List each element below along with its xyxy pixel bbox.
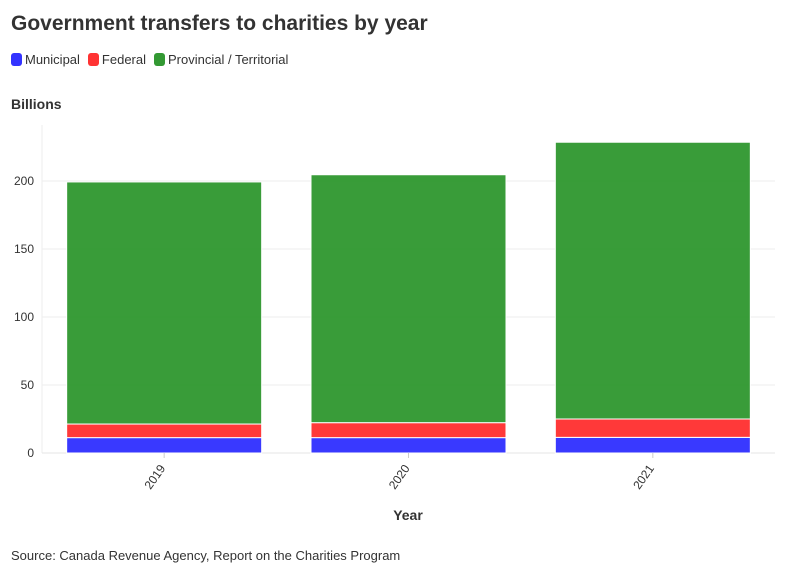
bar-federal-2019 (66, 423, 263, 439)
legend-label: Federal (101, 52, 146, 67)
legend-swatch (11, 53, 22, 66)
legend-label: Municipal (25, 52, 80, 67)
bar-municipal-2019 (66, 437, 263, 454)
y-tick-label: 150 (14, 242, 34, 256)
legend-label: Provincial / Territorial (168, 52, 289, 67)
legend-item[interactable]: Municipal (11, 52, 80, 67)
legend-swatch (87, 53, 99, 66)
y-tick-label: 50 (21, 378, 35, 392)
source-note: Source: Canada Revenue Agency, Report on… (11, 548, 401, 563)
y-tick-label: 200 (14, 174, 34, 188)
bar-provincial-territorial-2019 (66, 181, 263, 425)
bar-federal-2020 (310, 422, 507, 439)
x-tick-label: 2021 (630, 462, 657, 492)
bar-federal-2021 (554, 418, 751, 438)
legend-swatch (154, 53, 165, 66)
legend-item[interactable]: Federal (87, 52, 146, 67)
legend: Municipal Federal Provincial / Territorial (11, 52, 288, 67)
y-tick-label: 100 (14, 310, 34, 324)
chart-title: Government transfers to charities by yea… (11, 12, 428, 35)
bar-municipal-2021 (554, 436, 751, 454)
y-tick-label: 0 (27, 446, 34, 460)
x-axis-title: Year (393, 507, 423, 523)
bar-provincial-territorial-2021 (554, 141, 751, 420)
bar-provincial-territorial-2020 (310, 174, 507, 424)
y-axis-title: Billions (11, 96, 62, 112)
x-tick-label: 2019 (142, 462, 169, 492)
bar-municipal-2020 (310, 437, 507, 454)
x-tick-label: 2020 (386, 462, 413, 492)
legend-item[interactable]: Provincial / Territorial (154, 52, 288, 67)
